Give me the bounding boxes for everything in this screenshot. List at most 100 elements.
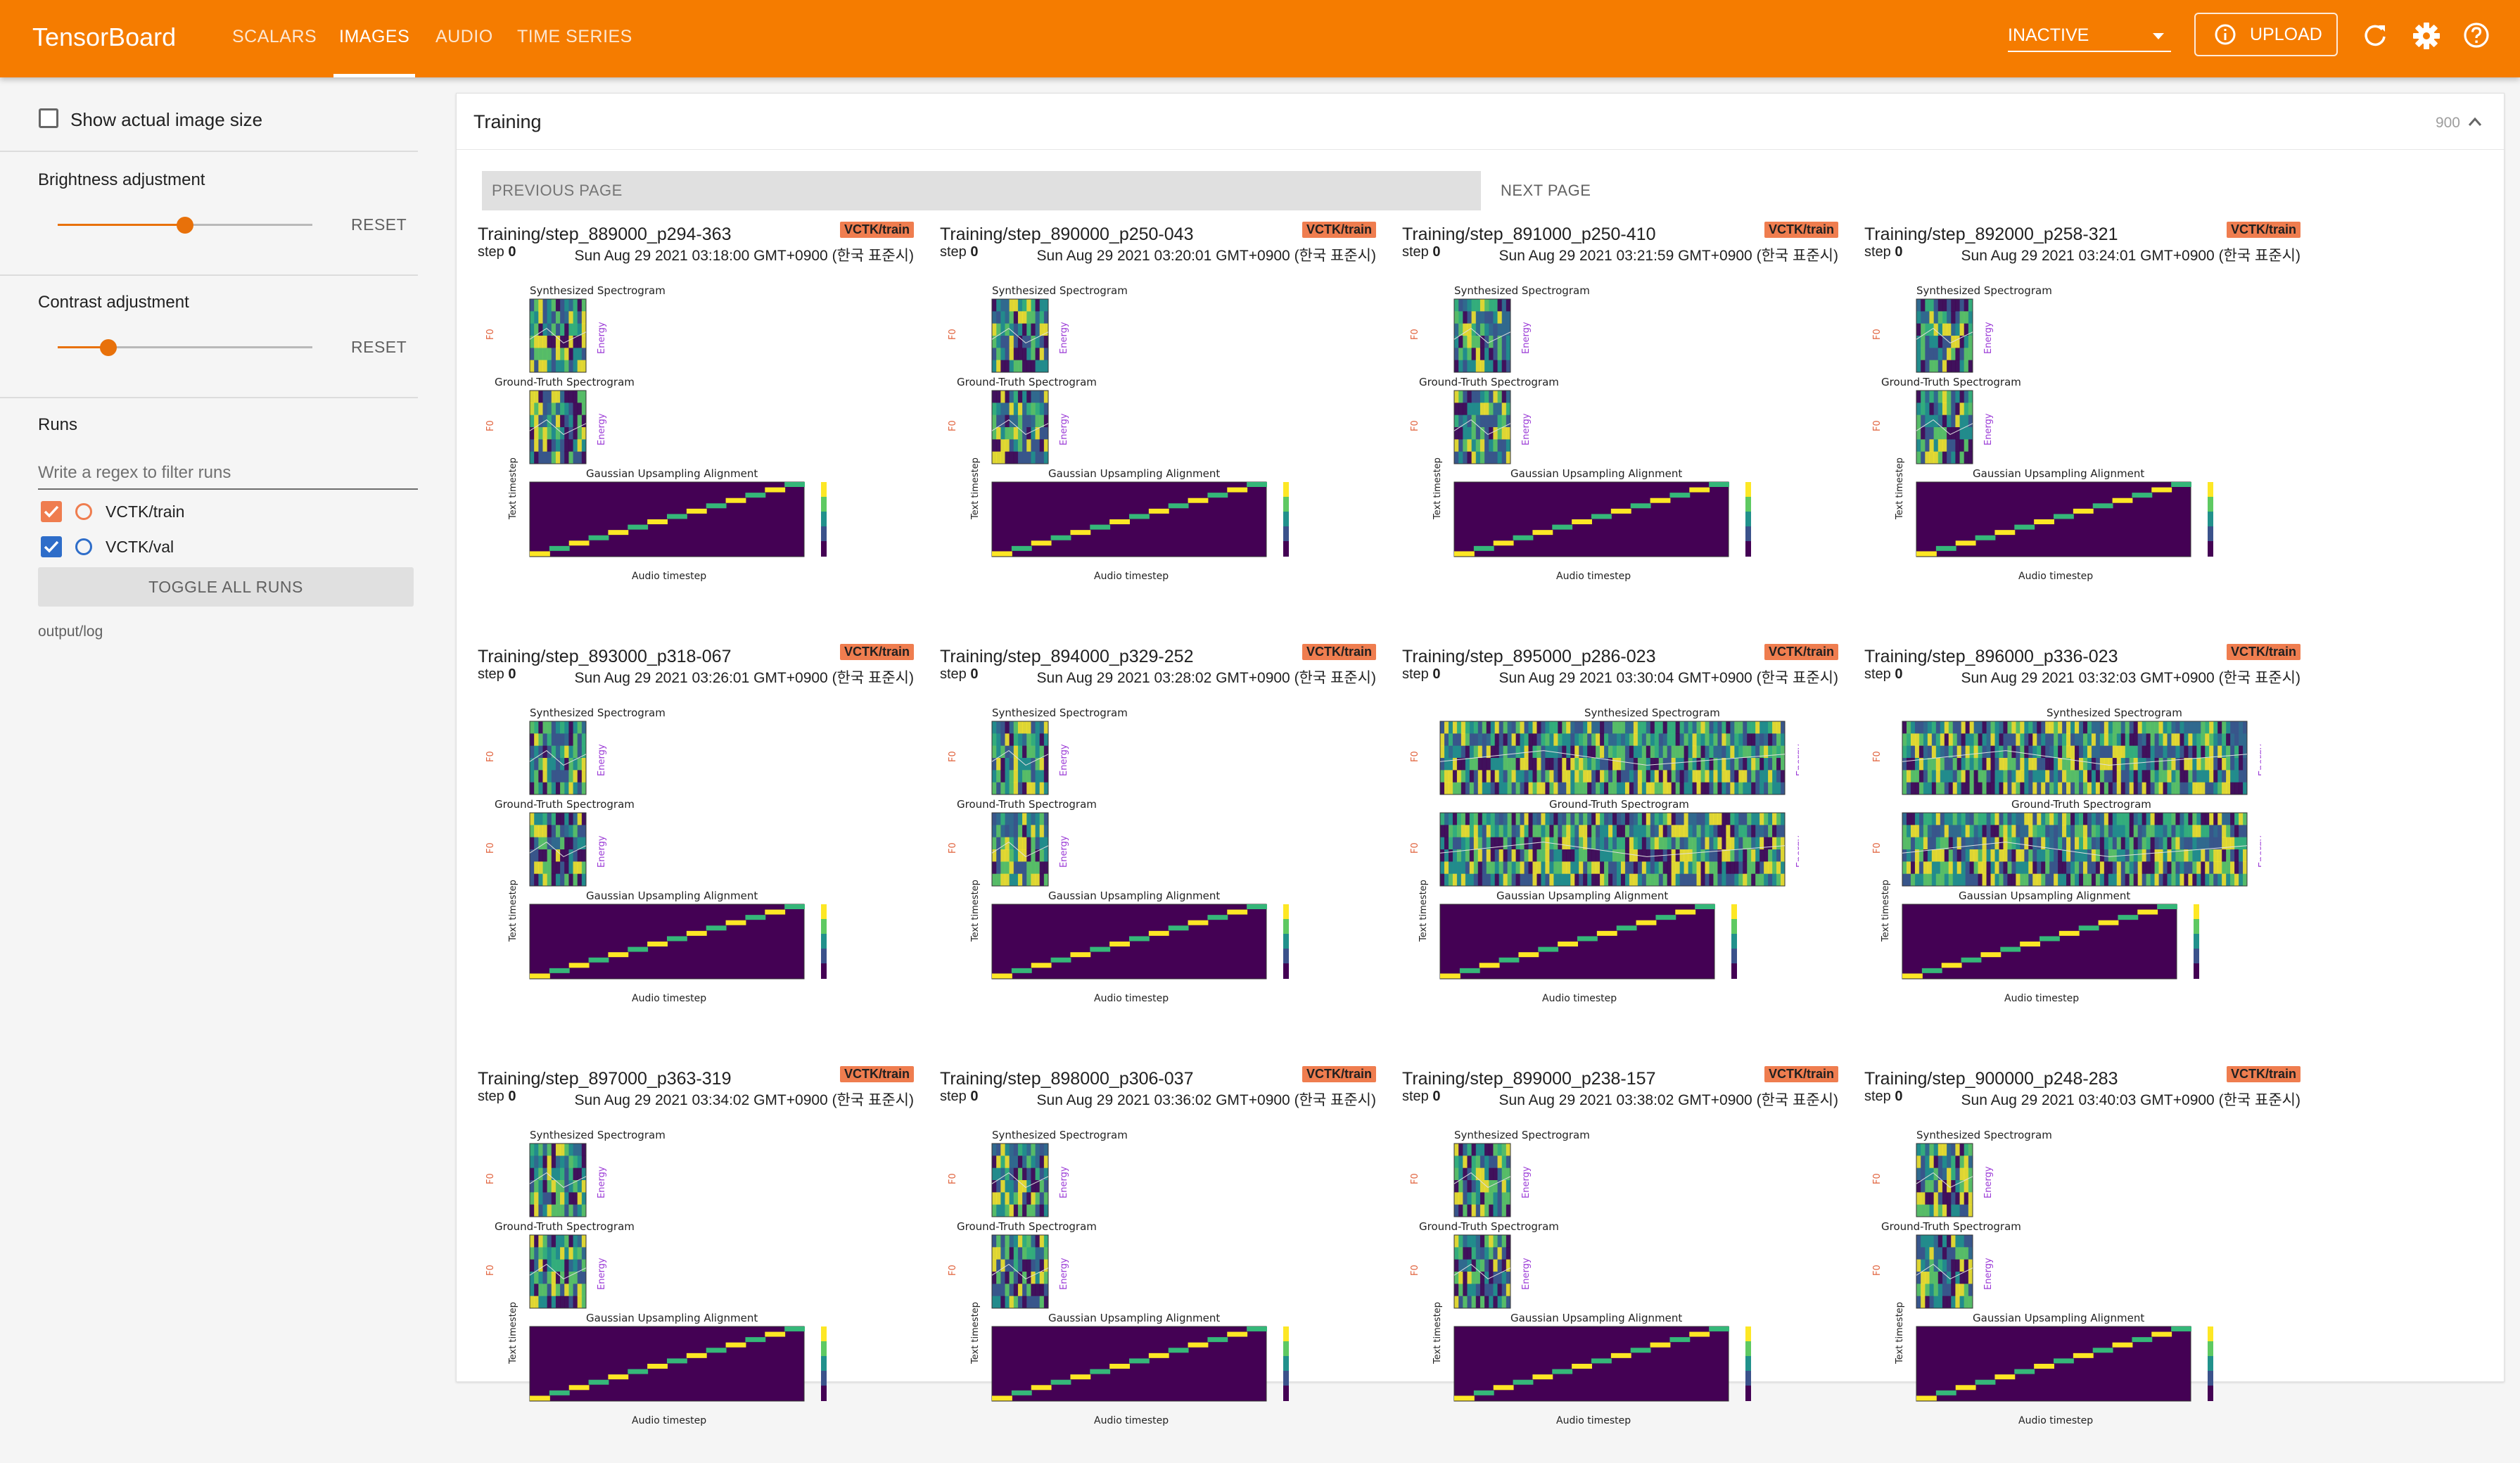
training-plot-image[interactable]: Synthesized Spectrogram F0 Energy Ground-Tr…: [473, 277, 874, 593]
image-tag-name: Training/step_898000_p306-037: [940, 1069, 1194, 1089]
run-checkbox-vctk-train[interactable]: [41, 501, 62, 522]
training-plot-image[interactable]: Synthesized Spectrogram F0 Energy Ground-Tr…: [473, 699, 874, 1015]
training-plot-image[interactable]: Synthesized Spectrogram F0 Energy Ground-Tr…: [1860, 1121, 2261, 1438]
upload-button[interactable]: UPLOAD: [2194, 13, 2338, 56]
training-plot-image[interactable]: Synthesized Spectrogram F0 Energy Ground-Tr…: [936, 277, 1337, 593]
training-plot-image[interactable]: Synthesized Spectrogram F0 Energy Ground-Tr…: [1398, 699, 1799, 1015]
f0-axis-label: F0: [1872, 842, 1883, 854]
text-axis-label: Text timestep: [508, 457, 518, 520]
run-badge: VCTK/train: [1764, 222, 1838, 238]
show-actual-size-label[interactable]: Show actual image size: [70, 109, 263, 130]
f0-axis-label: F0: [948, 329, 958, 340]
training-plot-image[interactable]: Synthesized Spectrogram F0 Energy Ground-Tr…: [473, 1121, 874, 1438]
tab-scalars[interactable]: SCALARS: [232, 27, 317, 46]
run-color-picker-vctk-train[interactable]: [75, 503, 92, 520]
colorbar: [1283, 1326, 1289, 1401]
gt-title: Ground-Truth Spectrogram: [495, 1220, 635, 1233]
energy-axis-label: Energy: [1059, 1258, 1069, 1290]
step-label: step: [1864, 1089, 1891, 1104]
text-axis-label: Text timestep: [1895, 457, 1905, 520]
colorbar: [1283, 904, 1289, 979]
image-step: step 0: [940, 1089, 979, 1105]
audio-axis-label: Audio timestep: [1094, 1415, 1169, 1426]
brightness-slider-fill: [58, 224, 185, 226]
energy-axis-label: Energy: [2258, 744, 2261, 776]
image-timestamp: Sun Aug 29 2021 03:40:03 GMT+0900 (한국 표준…: [1961, 1092, 2301, 1108]
f0-axis-label: F0: [485, 1265, 496, 1276]
tab-images[interactable]: IMAGES: [333, 0, 416, 77]
image-timestamp: Sun Aug 29 2021 03:30:04 GMT+0900 (한국 표준…: [1498, 670, 1838, 686]
divider: [0, 151, 418, 152]
gt-title: Ground-Truth Spectrogram: [957, 376, 1097, 388]
f0-axis-label: F0: [1410, 842, 1420, 854]
step-label: step: [478, 666, 504, 682]
image-tag-name: Training/step_892000_p258-321: [1864, 224, 2118, 244]
refresh-icon[interactable]: [2361, 21, 2389, 53]
gt-title: Ground-Truth Spectrogram: [1881, 1220, 2021, 1233]
audio-axis-label: Audio timestep: [2018, 571, 2093, 582]
f0-axis-label: F0: [1872, 420, 1883, 431]
f0-axis-label: F0: [948, 1265, 958, 1276]
text-axis-label: Text timestep: [970, 457, 981, 520]
training-plot-image[interactable]: Synthesized Spectrogram F0 Energy Ground-Tr…: [1860, 699, 2261, 1015]
run-color-picker-vctk-val[interactable]: [75, 538, 92, 555]
text-axis-label: Text timestep: [1895, 1302, 1905, 1364]
app-logo-title[interactable]: TensorBoard: [32, 23, 177, 51]
colorbar: [1745, 482, 1751, 557]
contrast-slider[interactable]: [58, 339, 312, 356]
brightness-slider[interactable]: [58, 217, 312, 234]
energy-axis-label: Energy: [1795, 744, 1799, 776]
brightness-slider-thumb[interactable]: [177, 217, 193, 234]
tab-audio[interactable]: AUDIO: [435, 27, 493, 46]
image-card: Training/step_890000_p250-043 VCTK/train s…: [936, 222, 1379, 619]
energy-axis-label: Energy: [597, 744, 607, 776]
contrast-reset-button[interactable]: RESET: [351, 338, 407, 356]
show-actual-size-checkbox[interactable]: [39, 108, 58, 128]
upload-button-label: UPLOAD: [2250, 25, 2322, 44]
divider: [457, 149, 2504, 150]
help-icon[interactable]: [2462, 21, 2490, 53]
training-plot-image[interactable]: Synthesized Spectrogram F0 Energy Ground-Tr…: [936, 1121, 1337, 1438]
f0-axis-label: F0: [485, 751, 496, 762]
image-card: Training/step_896000_p336-023 VCTK/train s…: [1860, 644, 2303, 1041]
synth-title: Synthesized Spectrogram: [1916, 1129, 2052, 1141]
status-select[interactable]: INACTIVE: [2008, 20, 2171, 52]
run-filter-input[interactable]: [38, 457, 418, 490]
brightness-reset-button[interactable]: RESET: [351, 215, 407, 234]
synth-spectrogram: [1916, 1143, 1973, 1217]
toggle-all-runs-button[interactable]: TOGGLE ALL RUNS: [38, 567, 414, 607]
training-plot-image[interactable]: Synthesized Spectrogram F0 Energy Ground-Tr…: [1860, 277, 2261, 593]
gt-title: Ground-Truth Spectrogram: [1881, 376, 2021, 388]
gt-title: Ground-Truth Spectrogram: [957, 798, 1097, 811]
colorbar: [2194, 904, 2199, 979]
run-badge: VCTK/train: [1764, 644, 1838, 660]
training-plot-image[interactable]: Synthesized Spectrogram F0 Energy Ground-Tr…: [1398, 1121, 1799, 1438]
training-plot-image[interactable]: Synthesized Spectrogram F0 Energy Ground-Tr…: [936, 699, 1337, 1015]
status-select-value: INACTIVE: [2008, 25, 2089, 45]
training-plot-image[interactable]: Synthesized Spectrogram F0 Energy Ground-Tr…: [1398, 277, 1799, 593]
energy-axis-label: Energy: [1795, 835, 1799, 868]
gt-title: Ground-Truth Spectrogram: [1419, 376, 1559, 388]
run-checkbox-vctk-val[interactable]: [41, 536, 62, 557]
alignment-title: Gaussian Upsampling Alignment: [586, 889, 758, 902]
f0-axis-label: F0: [1872, 1265, 1883, 1276]
brightness-label: Brightness adjustment: [38, 170, 205, 189]
settings-icon[interactable]: [2412, 21, 2441, 54]
image-step: step 0: [478, 666, 516, 683]
step-value: 0: [508, 666, 516, 682]
contrast-slider-thumb[interactable]: [100, 339, 117, 356]
image-timestamp: Sun Aug 29 2021 03:26:01 GMT+0900 (한국 표준…: [574, 670, 914, 686]
chevron-up-icon[interactable]: [2466, 113, 2484, 134]
top-app-bar: TensorBoard SCALARS IMAGES AUDIO TIME SE…: [0, 0, 2520, 77]
tab-time-series[interactable]: TIME SERIES: [517, 27, 632, 46]
synth-title: Synthesized Spectrogram: [992, 1129, 1128, 1141]
f0-axis-label: F0: [485, 1173, 496, 1184]
synth-title: Synthesized Spectrogram: [992, 707, 1128, 719]
next-page-button[interactable]: NEXT PAGE: [1501, 182, 1591, 199]
alignment-plot: [529, 904, 805, 980]
synth-spectrogram: [991, 721, 1049, 795]
colorbar: [2208, 482, 2213, 557]
text-axis-label: Text timestep: [970, 880, 981, 942]
gt-title: Ground-Truth Spectrogram: [2011, 798, 2151, 811]
previous-page-button[interactable]: PREVIOUS PAGE: [482, 171, 1481, 210]
